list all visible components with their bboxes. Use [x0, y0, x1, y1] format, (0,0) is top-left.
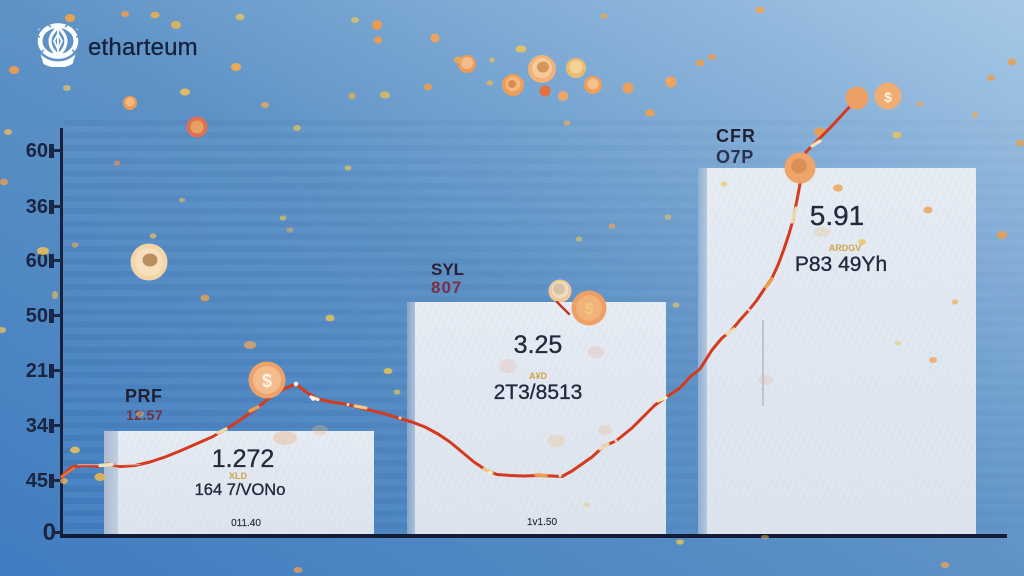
svg-text:$: $	[262, 371, 272, 391]
svg-text:$: $	[884, 89, 892, 105]
svg-text:$: $	[585, 301, 594, 318]
